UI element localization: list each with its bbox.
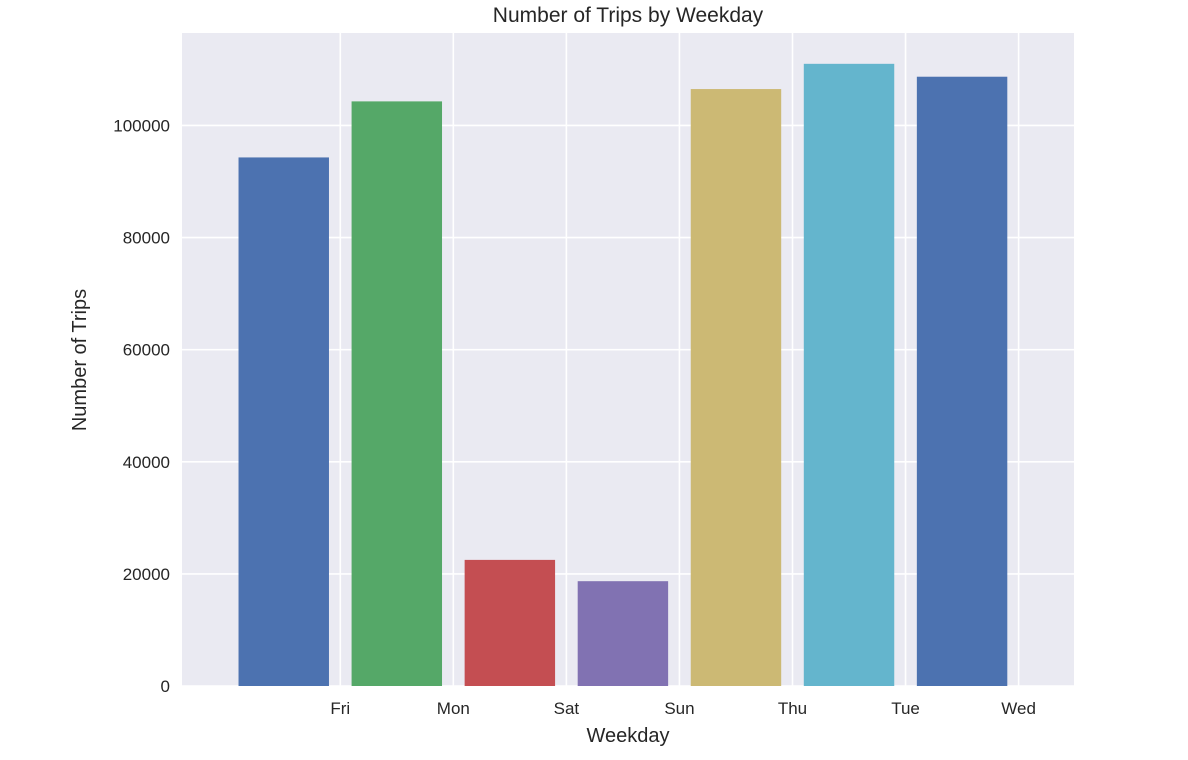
y-tick-label: 100000 — [113, 116, 170, 135]
x-tick-label: Wed — [1001, 699, 1036, 718]
y-tick-label: 20000 — [123, 565, 170, 584]
bar-sun — [577, 581, 669, 686]
x-tick-label: Tue — [891, 699, 920, 718]
grid — [182, 33, 1074, 687]
x-tick-label: Thu — [778, 699, 807, 718]
x-tick-label: Sun — [664, 699, 694, 718]
y-tick-label: 80000 — [123, 229, 170, 248]
y-axis-ticks: 0 20000 40000 60000 80000 100000 — [113, 116, 170, 696]
x-tick-label: Sat — [554, 699, 580, 718]
bars — [238, 63, 1008, 687]
y-tick-label: 40000 — [123, 453, 170, 472]
bar-fri — [238, 157, 329, 687]
y-axis-label: Number of Trips — [69, 289, 91, 431]
y-tick-label: 60000 — [123, 341, 170, 360]
bar-thu — [690, 89, 782, 686]
x-tick-label: Mon — [437, 699, 470, 718]
bar-tue — [803, 63, 895, 687]
bar-wed — [916, 76, 1008, 687]
x-axis-label: Weekday — [586, 725, 669, 747]
chart-title: Number of Trips by Weekday — [493, 4, 764, 27]
y-tick-label: 0 — [161, 677, 170, 696]
bar-sat — [464, 559, 556, 686]
x-axis-ticks: Fri Mon Sat Sun Thu Tue Wed — [330, 699, 1036, 718]
bar-mon — [351, 101, 443, 687]
x-tick-label: Fri — [330, 699, 350, 718]
